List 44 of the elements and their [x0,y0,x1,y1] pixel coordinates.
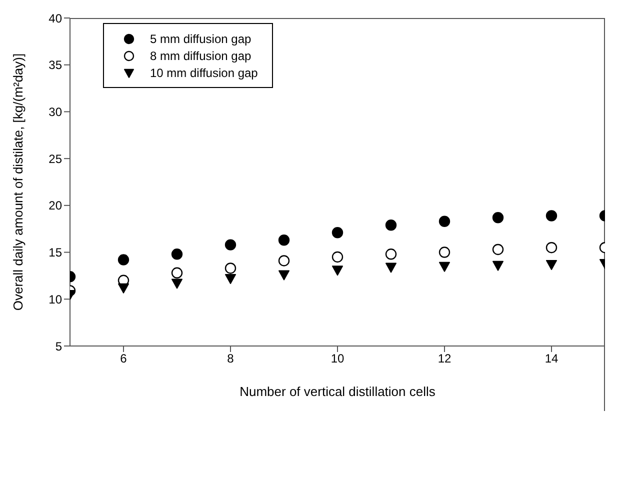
point [385,220,397,231]
point [438,246,450,258]
point [224,262,236,274]
point [546,260,557,270]
legend-label: 10 mm diffusion gap [150,66,258,80]
x-tick-label: 10 [330,352,344,366]
y-tick-label: 5 [55,339,62,354]
point [118,254,130,266]
point [492,244,504,256]
point [118,283,129,294]
point [546,210,558,222]
point [332,251,344,263]
point [332,227,344,238]
point [224,239,236,250]
x-tick-label: 8 [227,352,234,366]
y-tick-label: 40 [48,11,62,26]
y-tick-label: 15 [48,246,62,260]
point [171,248,183,260]
y-tick-label: 25 [48,152,62,166]
point [278,255,290,266]
point [546,242,558,254]
x-tick-label: 14 [544,352,558,366]
point [492,212,504,224]
legend-label: 5 mm diffusion gap [150,32,252,46]
point [492,260,504,271]
point [225,274,236,284]
legend-label: 8 mm diffusion gap [150,48,252,62]
point [172,278,182,289]
x-tick-label: 12 [438,352,452,366]
y-tick-label: 20 [48,198,62,213]
y-axis-title: Overall daily amount of distilate, [kg/(m²day)] [10,53,26,311]
y-tick-label: 30 [48,104,62,119]
point [385,248,397,260]
y-tick-label: 35 [48,58,62,72]
point [332,266,343,276]
y-tick-label: 10 [48,292,62,306]
point [278,234,290,246]
point [171,267,183,279]
point [278,270,290,280]
point [386,262,396,273]
point [438,216,450,227]
point [439,262,450,272]
x-axis-title: Number of vertical distillation cells [240,384,436,399]
x-tick-label: 6 [120,352,128,366]
